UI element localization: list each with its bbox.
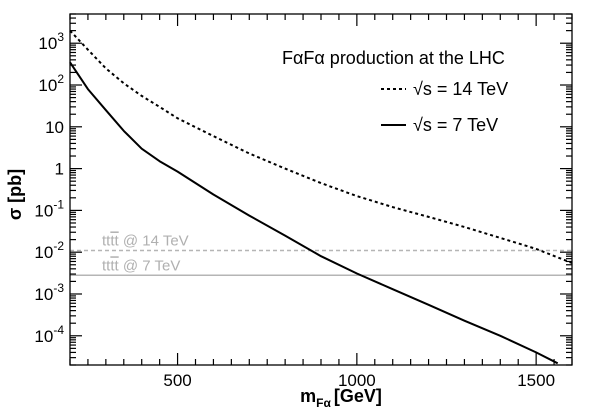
- series-lines: [69, 29, 573, 365]
- reference-lines: tttt @ 14 TeV tttt @ 7 TeV: [70, 232, 572, 277]
- y-axis-label: σ [pb]: [5, 169, 25, 220]
- series-line-1: [69, 61, 559, 365]
- y-tick-label: 1: [55, 160, 64, 179]
- x-axis-label: mFα [GeV]: [300, 386, 382, 410]
- x-tick-label: 1000: [338, 371, 376, 390]
- y-tick-label: 10-1: [34, 197, 64, 220]
- y-tick-label: 103: [38, 30, 64, 53]
- y-tick-label: 10: [45, 118, 64, 137]
- x-tick-label: 1500: [517, 371, 555, 390]
- legend-title: FαFα production at the LHC: [282, 48, 505, 68]
- y-tick-label: 10-3: [34, 281, 64, 304]
- y-tick-label: 102: [38, 72, 64, 95]
- legend-label-1: √s = 7 TeV: [413, 115, 498, 135]
- x-axis-title: mFα [GeV]: [300, 386, 382, 410]
- axis-ticks: [69, 13, 573, 366]
- y-tick-label: 10-2: [34, 239, 64, 262]
- tick-labels: 500 1000 1500 10-4 10-3 10-2 10-1 1 10 102 103: [34, 30, 555, 390]
- y-tick-label: 10-4: [34, 323, 64, 346]
- legend-label-0: √s = 14 TeV: [413, 79, 508, 99]
- x-tick-label: 500: [163, 371, 191, 390]
- legend: FαFα production at the LHC √s = 14 TeV √s …: [282, 48, 508, 135]
- reference-label-0: tttt @ 14 TeV: [102, 232, 189, 249]
- reference-label-1: tttt @ 7 TeV: [102, 257, 180, 274]
